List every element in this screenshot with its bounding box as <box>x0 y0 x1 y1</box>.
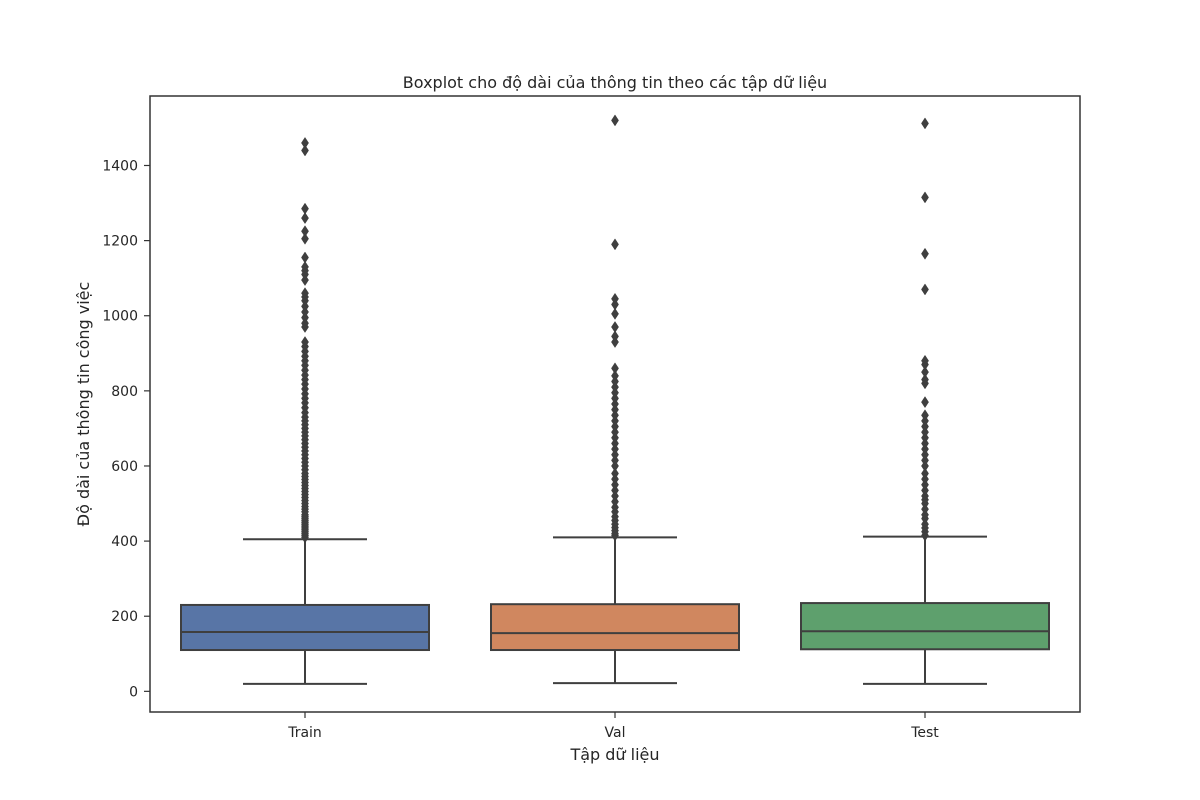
y-tick-label: 0 <box>129 684 138 700</box>
outlier-point <box>921 396 929 409</box>
x-tick-label: Val <box>605 725 626 741</box>
y-tick-label: 1200 <box>102 234 138 250</box>
outlier-point <box>301 225 309 238</box>
box-train <box>180 136 430 685</box>
y-axis-label: Độ dài của thông tin công việc <box>74 282 93 527</box>
outlier-point <box>611 330 619 343</box>
outlier-point <box>301 260 309 273</box>
outlier-point <box>921 366 929 379</box>
x-axis-label: Tập dữ liệu <box>569 745 659 764</box>
x-tick-label: Train <box>287 725 322 741</box>
y-tick-label: 400 <box>111 534 138 550</box>
outlier-point <box>301 251 309 264</box>
outlier-point <box>611 321 619 333</box>
box-val <box>490 114 740 685</box>
outlier-point <box>301 136 309 149</box>
y-tick-label: 1000 <box>102 309 138 325</box>
outlier-point <box>301 287 309 300</box>
outlier-point <box>921 191 929 204</box>
outlier-point <box>921 409 929 422</box>
outlier-point <box>611 467 619 480</box>
y-tick-label: 200 <box>111 609 138 625</box>
y-axis: 0 200 400 600 800 1000 1200 1400 <box>102 158 150 700</box>
outlier-point <box>921 283 929 296</box>
y-tick-label: 600 <box>111 459 138 475</box>
outlier-point <box>611 362 619 375</box>
iqr-box <box>180 603 430 652</box>
outlier-point <box>921 117 929 130</box>
y-tick-label: 800 <box>111 384 138 400</box>
outlier-point <box>301 232 309 245</box>
outlier-point <box>921 354 929 367</box>
outlier-point <box>301 144 309 157</box>
iqr-box <box>490 603 740 652</box>
outlier-point <box>611 114 619 127</box>
outlier-point <box>921 247 929 260</box>
outlier-point <box>301 202 309 215</box>
y-tick-label: 1400 <box>102 158 138 174</box>
chart-title: Boxplot cho độ dài của thông tin theo cá… <box>403 73 827 92</box>
outlier-point <box>921 467 929 480</box>
iqr-box <box>800 602 1050 651</box>
outlier-point <box>611 307 619 320</box>
outlier-point <box>301 336 309 348</box>
outlier-point <box>611 292 619 305</box>
x-axis: Train Val Test <box>287 712 939 741</box>
outlier-point <box>611 238 619 251</box>
outlier-point <box>921 373 929 386</box>
outlier-point <box>301 212 309 225</box>
outlier-point <box>611 369 619 382</box>
x-tick-label: Test <box>910 725 939 741</box>
plot-area <box>180 114 1050 685</box>
box-test <box>800 117 1050 685</box>
